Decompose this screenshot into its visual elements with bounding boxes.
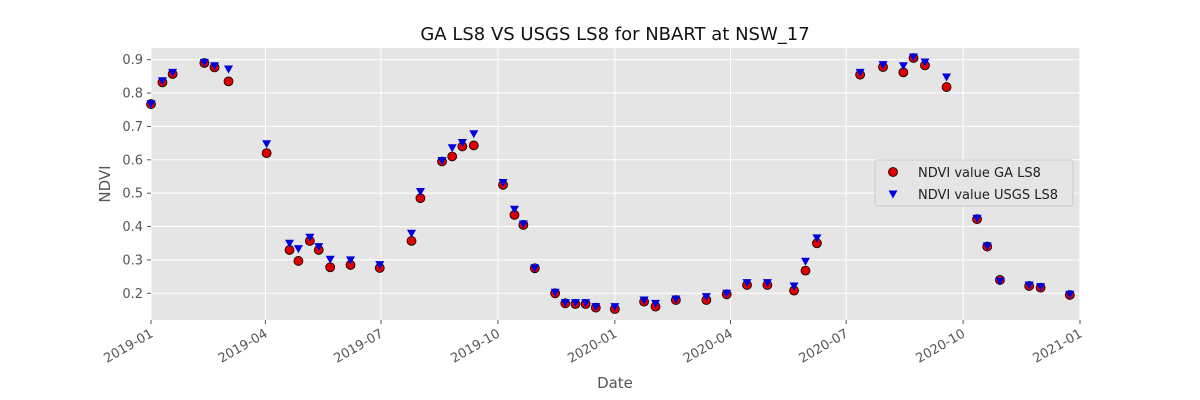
usgs-point [457, 138, 467, 147]
usgs-point [742, 279, 752, 288]
x-tick-label: 2019-10 [448, 326, 503, 366]
usgs-point [314, 243, 324, 252]
ga-point [261, 148, 272, 159]
y-tick-label: 0.7 [122, 120, 143, 135]
usgs-point [800, 257, 810, 266]
usgs-point [898, 62, 908, 71]
y-tick-label: 0.2 [122, 287, 143, 302]
legend-ga-label: NDVI value GA LS8 [918, 166, 1041, 181]
usgs-point [1065, 290, 1075, 299]
usgs-point [909, 53, 919, 62]
usgs-point [168, 68, 178, 77]
ga-point [325, 262, 336, 273]
y-axis-label: NDVI [96, 165, 114, 202]
usgs-point [375, 261, 385, 270]
ga-point [447, 151, 458, 162]
usgs-point [581, 299, 591, 308]
usgs-point [415, 188, 425, 197]
usgs-point [210, 62, 220, 71]
x-tick-label: 2020-01 [565, 326, 620, 366]
x-tick-label: 2019-07 [331, 326, 386, 366]
y-tick-label: 0.6 [122, 153, 143, 168]
chart-title: GA LS8 VS USGS LS8 for NBART at NSW_17 [420, 24, 809, 45]
usgs-point [146, 100, 156, 109]
y-tick-label: 0.5 [122, 187, 143, 202]
series-usgs-ls8 [146, 53, 1075, 312]
y-tick-label: 0.4 [122, 220, 143, 235]
usgs-point [855, 68, 865, 77]
usgs-point [157, 77, 167, 86]
legend-box [874, 159, 1074, 207]
usgs-point [550, 288, 560, 297]
usgs-point [469, 130, 479, 139]
usgs-point [995, 277, 1005, 286]
usgs-point [878, 61, 888, 70]
x-axis-label: Date [597, 374, 633, 392]
legend-ga-marker [888, 167, 898, 177]
usgs-point [570, 299, 580, 308]
x-tick-label: 2019-04 [216, 326, 271, 366]
usgs-point [722, 289, 732, 298]
y-tick-label: 0.8 [122, 87, 143, 102]
y-tick-label: 0.3 [122, 253, 143, 268]
usgs-point [671, 295, 681, 304]
x-tick-label: 2019-01 [101, 326, 156, 366]
legend-usgs-marker [888, 190, 898, 199]
usgs-point [346, 256, 356, 265]
usgs-point [447, 144, 457, 153]
usgs-point [591, 303, 601, 312]
y-tick-label: 0.9 [122, 53, 143, 68]
usgs-point [701, 293, 711, 302]
usgs-point [812, 234, 822, 243]
usgs-point [982, 242, 992, 251]
usgs-point [407, 229, 417, 238]
usgs-point [199, 58, 209, 67]
usgs-point [920, 58, 930, 67]
ga-point [223, 76, 234, 87]
x-tick-label: 2021-01 [1030, 326, 1085, 366]
ga-point [293, 256, 304, 266]
ga-point [800, 265, 811, 276]
usgs-point [262, 140, 272, 149]
usgs-point [972, 214, 982, 223]
usgs-point [1024, 281, 1034, 290]
usgs-point [498, 178, 508, 187]
usgs-point [560, 299, 570, 308]
usgs-point [293, 245, 303, 254]
ga-point [468, 140, 479, 151]
usgs-point [639, 296, 649, 305]
usgs-point [509, 205, 519, 214]
usgs-point [325, 255, 335, 264]
usgs-point [942, 73, 952, 82]
usgs-point [610, 303, 620, 312]
usgs-point [762, 279, 772, 288]
ga-point [406, 236, 417, 246]
x-tick-label: 2020-10 [914, 326, 969, 366]
legend: NDVI value GA LS8 NDVI value USGS LS8 [874, 159, 1074, 207]
usgs-point [1036, 283, 1046, 292]
usgs-point [789, 282, 799, 291]
usgs-point [305, 233, 315, 242]
usgs-point [651, 299, 661, 308]
usgs-point [518, 220, 528, 229]
usgs-point [437, 156, 447, 165]
usgs-point [224, 65, 234, 74]
legend-usgs-label: NDVI value USGS LS8 [918, 188, 1058, 203]
x-tick-label: 2020-07 [797, 326, 852, 366]
x-tick-label: 2020-04 [681, 326, 736, 366]
usgs-point [285, 239, 295, 248]
usgs-point [530, 264, 540, 273]
ga-point [941, 82, 952, 92]
